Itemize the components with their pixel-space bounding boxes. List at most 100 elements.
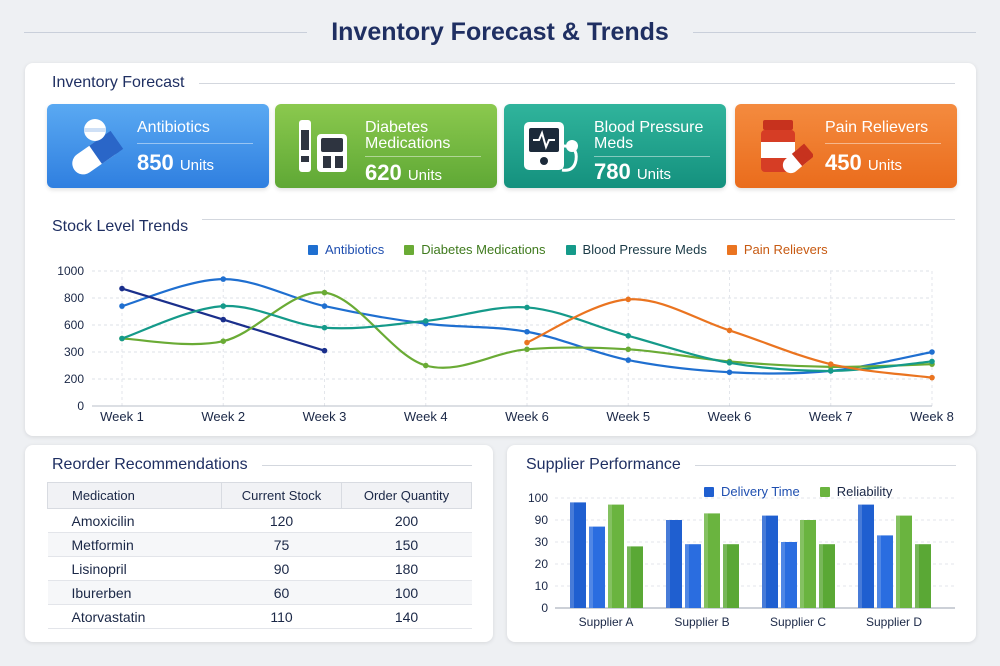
reorder-section-title: Reorder Recommendations [52,456,248,473]
bar[interactable] [877,535,893,608]
card-diabetes-name: Diabetes Medications [365,119,451,152]
legend-item-diabetes[interactable]: Diabetes Medications [404,242,546,257]
data-point[interactable] [929,358,935,365]
data-point[interactable] [827,368,834,374]
data-point[interactable] [321,303,328,309]
bar[interactable] [685,544,701,608]
legend-item-pain[interactable]: Pain Relievers [726,242,828,257]
cell-current-stock: 75 [221,532,342,557]
bar[interactable] [819,544,835,608]
card-bp-number: 780 [594,159,631,184]
bar-highlight [896,515,900,608]
forecast-card-antibiotics[interactable]: Antibiotics 850 Units [47,104,269,188]
data-point[interactable] [625,296,632,303]
forecast-card-blood-pressure[interactable]: Blood Pressure Meds 780 Units [504,104,726,188]
column-header-current-stock[interactable]: Current Stock [221,482,342,509]
data-point[interactable] [524,328,530,335]
bar-highlight [819,544,823,608]
y-tick-label: 800 [64,291,84,305]
data-point[interactable] [119,335,125,342]
bar-highlight [704,513,708,608]
data-point[interactable] [726,360,733,366]
data-point[interactable] [321,347,328,354]
table-row[interactable]: Iburerben 60 100 [47,580,472,605]
bar[interactable] [781,542,797,608]
data-point[interactable] [524,346,530,353]
bar[interactable] [915,544,931,608]
cell-current-stock: 90 [221,556,342,581]
y-tick-label: 30 [535,535,549,549]
legend-item-reliability[interactable]: Reliability [819,484,893,499]
data-point[interactable] [321,289,328,296]
forecast-card-pain-relievers[interactable]: Pain Relievers 450 Units [735,104,957,188]
bar[interactable] [762,515,778,608]
data-point[interactable] [625,346,632,353]
data-point[interactable] [929,349,935,355]
table-row[interactable]: Metformin 75 150 [47,532,472,557]
data-point[interactable] [220,338,227,344]
legend-item-blood-pressure[interactable]: Blood Pressure Meds [565,242,707,257]
data-point[interactable] [321,324,328,331]
bar[interactable] [723,544,739,608]
bar-highlight [762,515,766,608]
y-tick-label: 300 [64,345,84,359]
data-point[interactable] [119,303,125,309]
bar[interactable] [627,546,643,608]
legend-swatch-diabetes [404,244,415,255]
data-point[interactable] [827,361,834,367]
data-point[interactable] [625,333,632,339]
bar-highlight [915,544,919,608]
legend-item-delivery-time[interactable]: Delivery Time [704,484,800,499]
bar[interactable] [800,520,816,608]
bar-highlight [685,544,689,608]
y-tick-label: 100 [528,492,548,505]
bar[interactable] [896,515,912,608]
supplier-section-divider [694,464,956,466]
data-point[interactable] [524,339,530,346]
card-bp-divider [594,156,710,157]
bar[interactable] [704,513,720,608]
cell-medication: Lisinopril [47,556,222,581]
supplier-legend: Delivery Time Reliability [704,484,912,499]
legend-item-antibiotics[interactable]: Antibiotics [308,242,384,257]
bar[interactable] [858,504,874,608]
data-point[interactable] [929,374,935,381]
data-point[interactable] [422,318,429,324]
forecast-section-title: Inventory Forecast [52,74,185,91]
data-point[interactable] [220,303,227,309]
legend-label-reliability: Reliability [836,484,893,499]
bar[interactable] [570,502,586,608]
data-point[interactable] [119,285,125,292]
data-point[interactable] [625,357,632,363]
data-point[interactable] [726,327,733,334]
bar[interactable] [666,520,682,608]
data-point[interactable] [220,316,227,323]
bar-highlight [608,504,612,608]
stock-level-line-chart: 0 200 300 600 800 1000 Week 1 Week 2 Week 3 Week … [57,264,954,424]
cell-current-stock: 110 [221,604,342,629]
column-header-order-quantity[interactable]: Order Quantity [341,482,472,509]
x-tick-label: Supplier D [866,615,922,629]
page-header: Inventory Forecast & Trends [0,14,1000,50]
table-row[interactable]: Lisinopril 90 180 [47,556,472,581]
table-row[interactable]: Amoxicilin 120 200 [47,508,472,533]
bar-highlight [781,542,785,608]
supplier-section-title: Supplier Performance [526,456,681,473]
bar-highlight [589,526,593,608]
legend-label-pain: Pain Relievers [743,242,828,257]
table-row[interactable]: Atorvastatin 110 140 [47,604,472,629]
bar[interactable] [589,526,605,608]
y-tick-label: 20 [535,557,549,571]
bar[interactable] [608,504,624,608]
reorder-section-header: Reorder Recommendations [52,454,472,476]
x-tick-label: Week 3 [303,409,347,424]
data-point[interactable] [726,369,733,376]
data-point[interactable] [220,276,227,282]
card-antibiotics-unit: Units [179,157,215,174]
data-point[interactable] [524,304,530,311]
legend-label-diabetes: Diabetes Medications [421,242,546,257]
column-header-medication[interactable]: Medication [47,482,222,509]
trends-legend: Antibiotics Diabetes Medications Blood P… [308,242,848,257]
forecast-card-diabetes[interactable]: Diabetes Medications 620 Units [275,104,497,188]
data-point[interactable] [422,362,429,369]
